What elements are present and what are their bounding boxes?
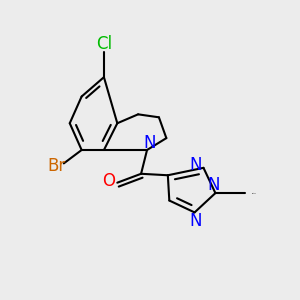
- Text: N: N: [190, 212, 202, 230]
- Text: Br: Br: [47, 157, 65, 175]
- Text: N: N: [144, 134, 156, 152]
- Text: N: N: [208, 176, 220, 194]
- Text: N: N: [190, 156, 202, 174]
- Text: O: O: [102, 172, 115, 190]
- Text: Cl: Cl: [96, 34, 112, 52]
- Text: methyl: methyl: [252, 193, 256, 194]
